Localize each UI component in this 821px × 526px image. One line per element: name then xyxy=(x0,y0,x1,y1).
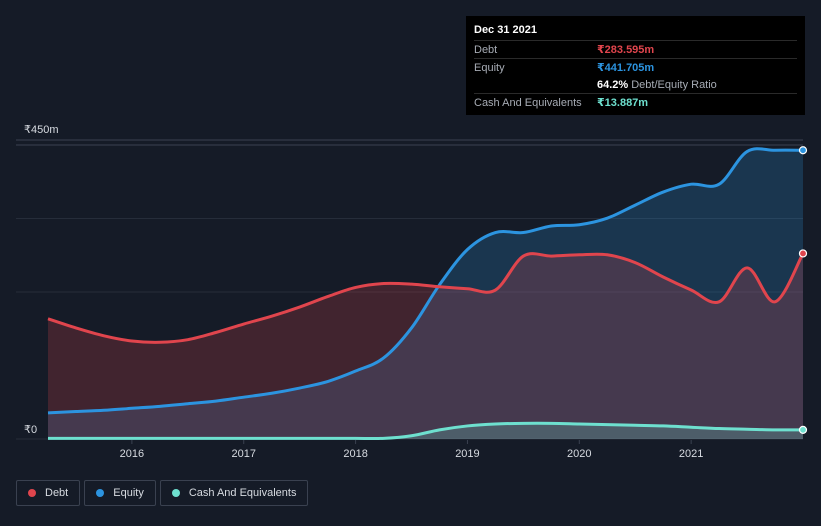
tooltip-ratio-label: Debt/Equity Ratio xyxy=(631,78,717,91)
equity-area xyxy=(48,148,803,439)
legend-item-debt[interactable]: Debt xyxy=(16,480,81,506)
debt-area xyxy=(48,253,803,439)
tooltip: Dec 31 2021 Debt ₹283.595m Equity ₹441.7… xyxy=(466,16,805,115)
x-tick-label: 2017 xyxy=(231,448,255,460)
tooltip-row-equity: Equity ₹441.705m xyxy=(474,58,797,76)
x-tick-label: 2016 xyxy=(120,448,144,460)
tooltip-cash-value: ₹13.887m xyxy=(597,97,649,109)
x-tick-label: 2018 xyxy=(343,448,367,460)
legend-item-cash[interactable]: Cash And Equivalents xyxy=(159,480,309,506)
legend-equity-dot-icon xyxy=(96,489,105,497)
tooltip-debt-label: Debt xyxy=(474,43,498,56)
equity-endpoint xyxy=(798,146,808,155)
tooltip-ratio-value: 64.2% xyxy=(597,78,629,91)
tooltip-row-cash: Cash And Equivalents ₹13.887m xyxy=(474,93,797,111)
equity-line xyxy=(47,147,804,415)
x-tick-label: 2019 xyxy=(455,448,479,460)
tooltip-row-ratio: 64.2% Debt/Equity Ratio xyxy=(474,76,797,93)
legend-cash-dot-icon xyxy=(171,489,180,497)
gridlines xyxy=(16,139,803,440)
tooltip-row-debt: Debt ₹283.595m xyxy=(474,40,797,58)
debt-line xyxy=(47,252,805,344)
tooltip-cash-label: Cash And Equivalents xyxy=(474,96,582,109)
legend-debt-label: Debt xyxy=(45,487,69,499)
cash-area xyxy=(48,423,803,439)
legend-debt-dot-icon xyxy=(28,489,36,497)
legend-item-equity[interactable]: Equity xyxy=(84,480,156,506)
y-tick-zero: ₹0 xyxy=(24,424,38,436)
legend: Debt Equity Cash And Equivalents xyxy=(16,480,309,506)
tooltip-equity-value: ₹441.705m xyxy=(597,62,655,74)
series-endpoints xyxy=(798,146,808,434)
tooltip-date: Dec 31 2021 xyxy=(474,24,537,36)
x-axis-ticks: 2016 2017 2018 2019 2020 2021 xyxy=(120,440,703,460)
legend-equity-label: Equity xyxy=(113,487,144,499)
series-lines xyxy=(47,147,805,441)
cash-line xyxy=(48,421,804,441)
x-tick-label: 2021 xyxy=(679,448,703,460)
legend-cash-label: Cash And Equivalents xyxy=(188,487,297,499)
series-areas xyxy=(48,148,803,439)
x-tick-label: 2020 xyxy=(567,448,591,460)
tooltip-equity-label: Equity xyxy=(474,61,505,74)
debt-endpoint xyxy=(798,249,808,258)
y-tick-max: ₹450m xyxy=(24,124,59,136)
cash-endpoint xyxy=(798,425,808,434)
tooltip-debt-value: ₹283.595m xyxy=(597,44,655,56)
